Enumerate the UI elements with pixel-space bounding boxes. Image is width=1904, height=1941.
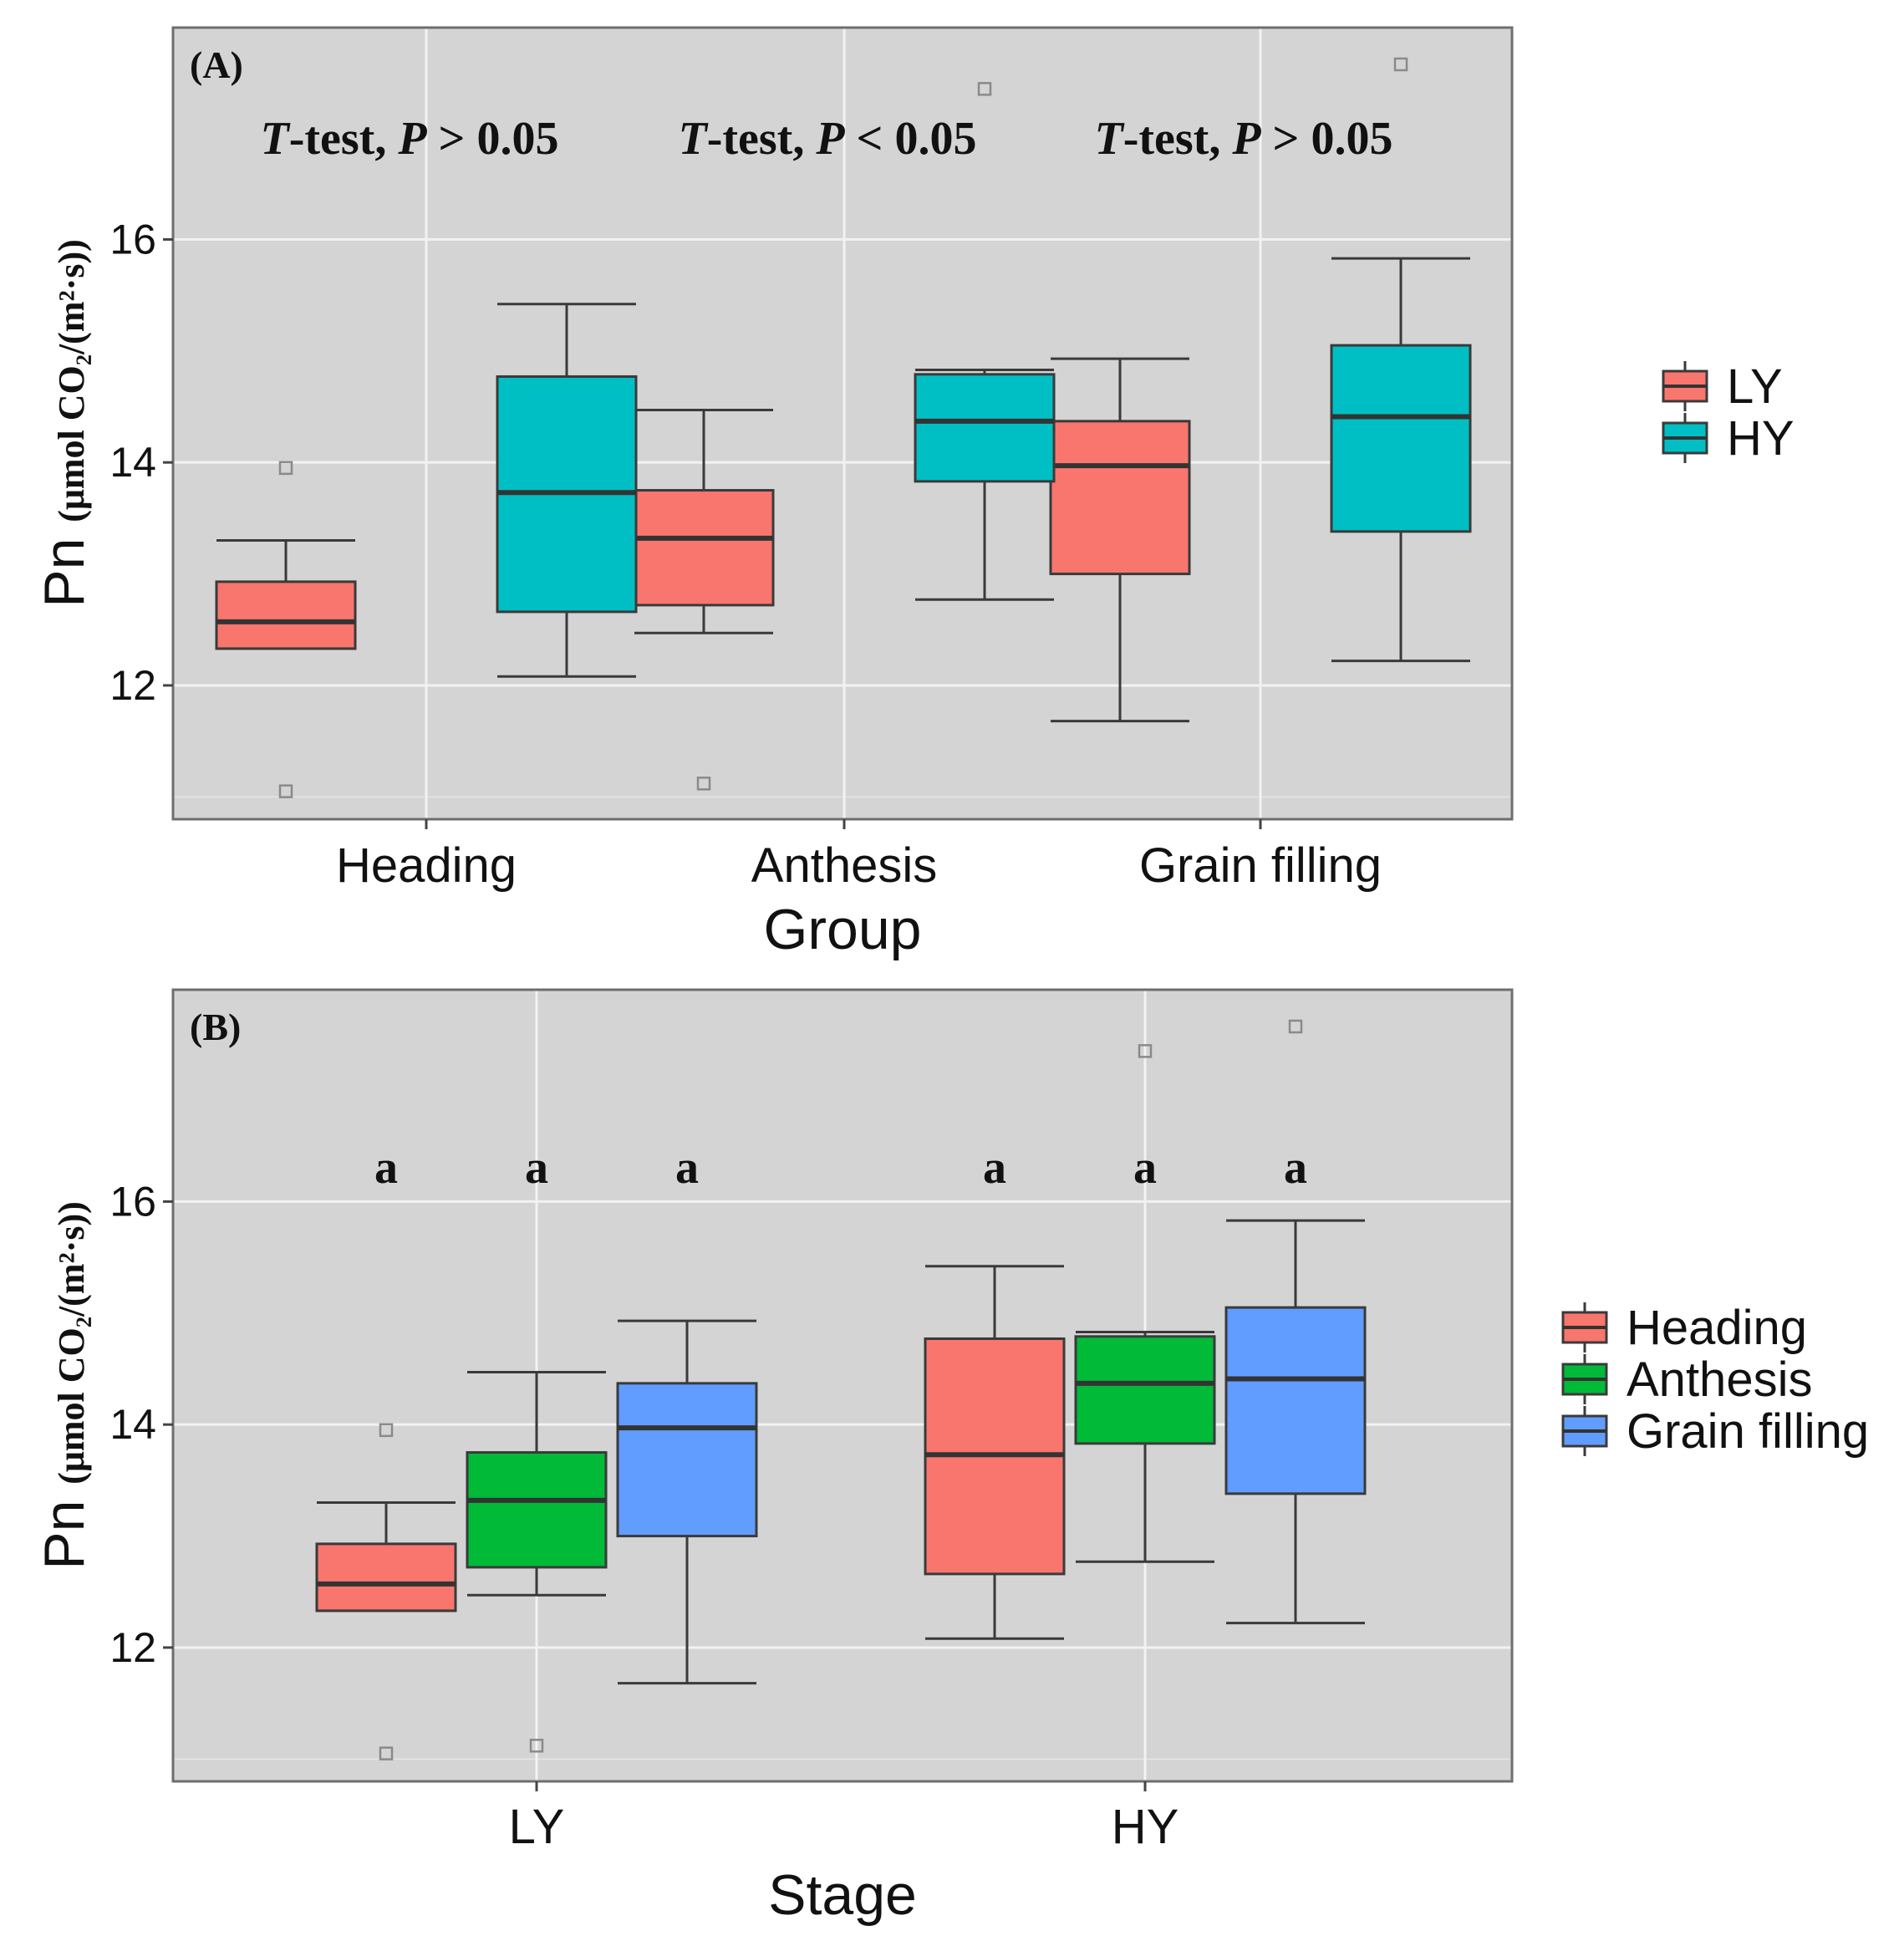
annotation-suffix: < 0.05 <box>845 113 977 165</box>
x-tick-label: Heading <box>336 838 517 893</box>
legend-item: HY <box>1662 411 1795 466</box>
annotation-middle: -test, <box>289 113 399 165</box>
box-hy-grain-filling <box>1330 57 1472 663</box>
box-anthesis-ly <box>466 1370 608 1753</box>
annotation-italic-p: P <box>397 113 427 165</box>
outlier-point <box>379 1423 394 1438</box>
significance-letter: a <box>374 1142 398 1194</box>
y-tick-label: 14 <box>109 439 156 486</box>
panel-b: (B) 12 14 16 LY HY Stage Pn (μmol CO₂/(m²·s)) a a… <box>33 988 1869 1927</box>
legend-label: Grain filling <box>1627 1404 1869 1459</box>
box-heading-hy <box>924 1265 1066 1640</box>
annotation-suffix: > 0.05 <box>427 113 559 165</box>
box-body <box>466 1451 608 1569</box>
significance-letter: a <box>1133 1142 1157 1194</box>
box-body <box>1074 1335 1216 1445</box>
legend-item: Heading <box>1561 1301 1807 1355</box>
box-hy-anthesis <box>914 82 1056 601</box>
y-tick-label: 14 <box>109 1401 156 1448</box>
outlier-point <box>379 1746 394 1760</box>
outlier-point <box>1138 1044 1153 1058</box>
box-body <box>914 373 1056 483</box>
box-body <box>315 1542 457 1612</box>
annotation-suffix: > 0.05 <box>1261 113 1393 165</box>
panel-label: (A) <box>190 43 243 86</box>
annotation-italic-p: P <box>815 113 845 165</box>
x-tick-label: Grain filling <box>1139 838 1382 893</box>
plot-background <box>173 28 1512 819</box>
outlier-point <box>1288 1019 1303 1034</box>
outlier-point <box>696 777 711 791</box>
y-axis-title-unit: (μmol CO₂/(m²·s)) <box>51 1201 92 1485</box>
plot-border <box>171 26 1514 821</box>
box-grain-filling-hy <box>1224 1019 1367 1625</box>
y-axis-title: Pn (μmol CO₂/(m²·s)) <box>33 1201 96 1570</box>
ttest-annotation: T-test, P > 0.05 <box>1095 113 1393 165</box>
annotation-italic-t: T <box>1095 113 1126 165</box>
y-tick-label: 12 <box>109 662 156 709</box>
y-axis-title: Pn (μmol CO₂/(m²·s)) <box>33 239 96 608</box>
box-hy-heading <box>496 303 638 678</box>
legend-label: HY <box>1727 411 1795 466</box>
outlier-point <box>977 82 992 96</box>
box-body <box>1049 420 1191 576</box>
box-body <box>1224 1306 1367 1495</box>
box-body <box>1330 344 1472 533</box>
significance-letter: a <box>675 1142 699 1194</box>
x-tick-label: Anthesis <box>751 838 937 893</box>
y-tick-label: 16 <box>109 1178 156 1225</box>
legend-item: LY <box>1662 359 1783 414</box>
annotation-italic-t: T <box>679 113 710 165</box>
box-ly-heading <box>215 461 357 798</box>
outlier-point <box>278 784 293 798</box>
box-ly-anthesis <box>633 408 775 791</box>
ttest-annotation: T-test, P > 0.05 <box>261 113 559 165</box>
box-anthesis-hy <box>1074 1044 1216 1563</box>
box-body <box>616 1382 758 1538</box>
legend-item: Grain filling <box>1561 1404 1869 1459</box>
outlier-point <box>529 1739 544 1753</box>
plot-border <box>171 988 1514 1783</box>
annotation-middle: -test, <box>707 113 817 165</box>
annotation-italic-t: T <box>261 113 292 165</box>
box-body <box>633 489 775 607</box>
outlier-point <box>1393 57 1408 72</box>
significance-letter: a <box>525 1142 548 1194</box>
box-heading-ly <box>315 1423 457 1760</box>
y-axis-title-unit: (μmol CO₂/(m²·s)) <box>51 239 92 522</box>
y-tick-label: 12 <box>109 1624 156 1671</box>
x-axis-title: Group <box>764 898 922 961</box>
significance-letter: a <box>983 1142 1006 1194</box>
x-tick-label: LY <box>509 1800 565 1854</box>
legend-label: Anthesis <box>1627 1353 1812 1407</box>
y-axis-title-main: Pn <box>33 1485 96 1570</box>
annotation-italic-p: P <box>1231 113 1261 165</box>
outlier-point <box>278 461 293 476</box>
x-tick-label: HY <box>1112 1800 1179 1854</box>
y-tick-label: 16 <box>109 216 156 262</box>
box-ly-grain-filling <box>1049 357 1191 723</box>
box-grain-filling-ly <box>616 1319 758 1685</box>
panel-a: (A) 12 14 16 Heading Anthesis Grain filling Gro… <box>33 26 1795 961</box>
annotation-middle: -test, <box>1123 113 1233 165</box>
y-axis-title-main: Pn <box>33 522 96 608</box>
legend-label: LY <box>1727 359 1783 414</box>
legend-item: Anthesis <box>1561 1353 1812 1407</box>
x-axis-title: Stage <box>768 1863 917 1927</box>
legend-label: Heading <box>1627 1301 1807 1355</box>
ttest-annotation: T-test, P < 0.05 <box>679 113 977 165</box>
box-body <box>215 580 357 650</box>
panel-label: (B) <box>190 1006 241 1048</box>
significance-letter: a <box>1284 1142 1307 1194</box>
